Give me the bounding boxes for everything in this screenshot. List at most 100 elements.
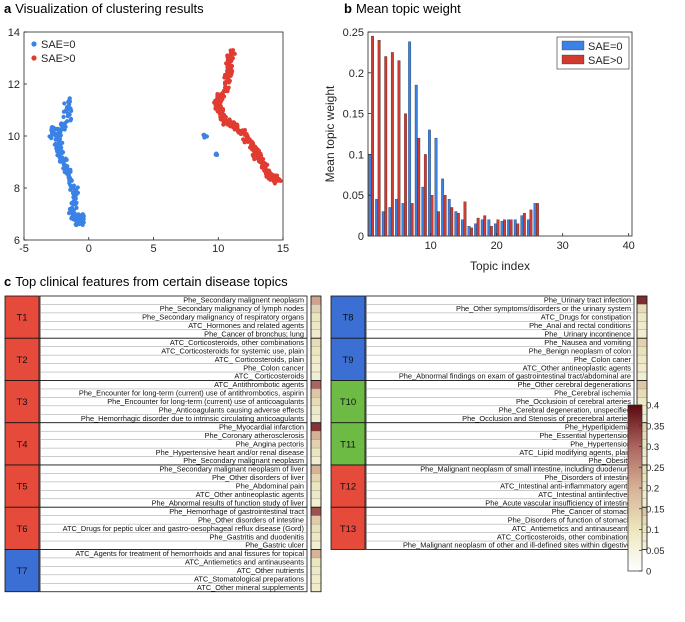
scatter-point-sae0 — [68, 116, 74, 122]
bar-sae-gt0-topic-24 — [522, 213, 526, 237]
scatter-point-sae-gt0 — [225, 60, 230, 65]
topic-label-t1: T1 — [16, 313, 27, 324]
scatter-y-tick-label: 8 — [14, 183, 20, 195]
feature-label-t5-3: Phe_Abdominal pain — [236, 482, 304, 491]
scatter-point-sae-gt0 — [235, 126, 240, 132]
heat-cell-t7-4 — [310, 574, 322, 584]
heat-cell-t8-5 — [636, 329, 648, 339]
topic-block-t13 — [330, 506, 366, 550]
topic-block-t2 — [4, 337, 40, 381]
heat-cell-t8-2 — [636, 304, 648, 314]
feature-label-t9-4: ATC_Other antineoplastic agents — [523, 363, 632, 372]
bar-sae-gt0-topic-14 — [456, 213, 460, 237]
bar-sae-gt0-topic-19 — [489, 226, 493, 237]
scatter-point-sae-gt0 — [258, 158, 264, 164]
scatter-point-sae-gt0 — [221, 94, 227, 99]
bar-sae-gt0-topic-13 — [450, 207, 454, 237]
feature-label-t10-2: Phe_Cerebral ischemia — [554, 389, 632, 398]
heat-cell-t5-4 — [310, 490, 322, 500]
panel-b-title-text: Mean topic weight — [355, 1, 461, 16]
colorbar-tick-label: 0.35 — [646, 421, 665, 432]
scatter-point-sae0 — [66, 173, 71, 179]
scatter-point-sae-gt0 — [228, 124, 233, 129]
scatter-x-tick-label: 15 — [277, 243, 289, 255]
scatter-point-sae-gt0 — [274, 173, 280, 178]
heat-cell-t6-5 — [310, 540, 322, 550]
bar-y-tick-label: 0.1 — [349, 149, 364, 161]
feature-label-t13-1: Phe_Cancer of stomach — [552, 507, 631, 516]
bar-sae-gt0-topic-7 — [410, 203, 414, 237]
scatter-point-sae0 — [75, 185, 80, 190]
bar-y-axis-label: Mean topic weight — [323, 85, 337, 182]
panel-b-letter: b — [344, 1, 352, 16]
scatter-point-sae0 — [57, 152, 62, 157]
feature-label-t8-4: Phe_Anal and rectal conditions — [529, 321, 631, 330]
heat-cell-t1-5 — [310, 329, 322, 339]
scatter-point-sae0 — [78, 215, 83, 220]
scatter-point-sae-gt0 — [223, 87, 228, 92]
scatter-point-sae-gt0 — [245, 136, 251, 142]
scatter-point-sae0 — [59, 155, 65, 160]
heat-cell-t2-5 — [310, 371, 322, 381]
scatter-point-sae-gt0 — [242, 132, 247, 138]
feature-label-t3-3: Phe_Encounter for long-term (current) us… — [107, 397, 304, 406]
feature-label-t9-5: Phe_Abnormal findings on exam of gastroi… — [399, 372, 631, 381]
bar-y-tick-label: 0.25 — [343, 27, 364, 39]
feature-group-box-t1 — [39, 295, 308, 339]
topic-label-t11: T11 — [340, 439, 356, 450]
feature-label-t1-2: Phe_Secondary malignancy of lymph nodes — [160, 304, 305, 313]
colorbar-tick-label: 0.2 — [646, 484, 659, 495]
scatter-point-sae0 — [71, 183, 77, 188]
feature-label-t7-5: ATC_Other mineral supplements — [197, 583, 304, 592]
heat-cell-t9-5 — [636, 371, 648, 381]
feature-label-t2-3: ATC_ Corticosteroids, plain — [215, 355, 304, 364]
heat-cell-t2-4 — [310, 363, 322, 373]
scatter-point-sae-gt0 — [222, 75, 227, 80]
feature-label-t2-5: ATC_ Corticosteroids — [234, 372, 304, 381]
panel-a-title-text: Visualization of clustering results — [15, 1, 204, 16]
bar-y-tick-label: 0.2 — [349, 68, 364, 80]
heat-cell-t3-3 — [310, 397, 322, 407]
feature-label-t3-2: Phe_Encounter for long-term (current) us… — [79, 389, 304, 398]
bar-legend-label: SAE=0 — [588, 41, 623, 53]
scatter-point-sae0 — [72, 198, 77, 203]
feature-label-t8-2: Phe_Other symptoms/disorders or the urin… — [456, 304, 631, 313]
scatter-point-sae-gt0 — [252, 152, 257, 158]
feature-label-t7-2: ATC_Antiemetics and antinauseants — [185, 558, 304, 567]
bar-sae-gt0-topic-4 — [390, 52, 394, 237]
scatter-point-sae0 — [54, 143, 59, 148]
feature-label-t6-4: Phe_Gastritis and duodenitis — [210, 532, 305, 541]
panel-a-letter: a — [4, 1, 12, 16]
feature-label-t8-3: ATC_Drugs for constipation — [541, 313, 631, 322]
topic-label-t3: T3 — [16, 397, 27, 408]
feature-label-t1-4: ATC_Hormones and related agents — [188, 321, 304, 330]
scatter-point-sae-gt0 — [252, 156, 257, 162]
panel-c-title-text: Top clinical features from certain disea… — [15, 274, 288, 289]
feature-label-t10-5: Phe_Occlusion and Stenosis of precerebra… — [462, 414, 631, 423]
scatter-point-sae0 — [74, 205, 79, 210]
bar-legend-swatch — [561, 40, 585, 51]
scatter-point-sae-gt0 — [249, 143, 254, 148]
feature-group-box-t7 — [39, 549, 308, 593]
feature-group-box-t9 — [365, 337, 635, 381]
scatter-point-sae0 — [69, 216, 74, 221]
bar-sae-gt0-topic-9 — [423, 154, 427, 237]
bar-sae-gt0-topic-16 — [470, 227, 473, 237]
topic-block-t9 — [330, 337, 366, 381]
feature-label-t1-1: Phe_Secondary malignent neoplasm — [183, 296, 304, 305]
panel-c-letter: c — [4, 274, 12, 289]
feature-group-box-t4 — [39, 422, 308, 466]
feature-group-box-t3 — [39, 380, 308, 424]
bar-sae-gt0-topic-6 — [404, 113, 407, 237]
scatter-point-sae0 — [69, 178, 74, 183]
heat-cell-t4-2 — [310, 431, 322, 440]
topic-block-t11 — [330, 422, 366, 466]
feature-label-t12-5: Phe_Acute vascular insufficiency of inte… — [485, 498, 631, 507]
panel-b-title: b Mean topic weight — [344, 1, 461, 16]
bar-sae-gt0-topic-20 — [496, 219, 500, 237]
heat-cell-t3-5 — [310, 414, 322, 423]
feature-label-t4-4: Phe_Hypertensive heart and/or renal dise… — [156, 448, 304, 457]
bar-x-tick-label: 40 — [623, 240, 635, 252]
scatter-point-sae-gt0 — [215, 93, 220, 98]
feature-label-t2-4: Phe_Colon cancer — [243, 363, 304, 372]
